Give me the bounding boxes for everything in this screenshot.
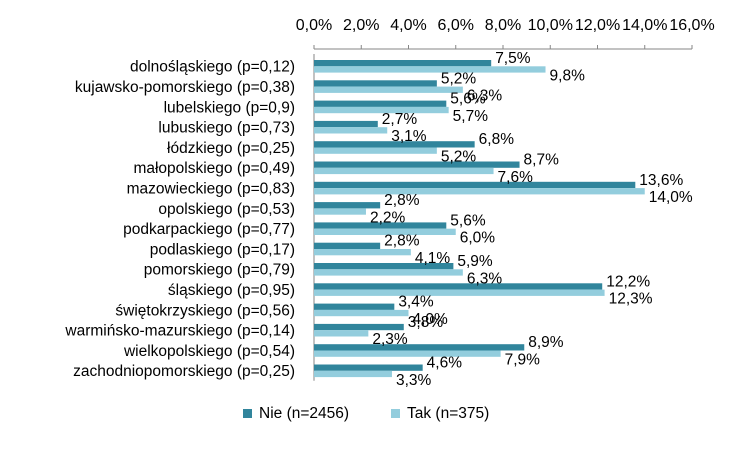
category-label: kujawsko-pomorskiego (p=0,38)	[75, 79, 295, 96]
bar	[314, 106, 449, 114]
category-label: łódzkiego (p=0,25)	[167, 140, 295, 157]
data-label: 2,3%	[372, 331, 408, 348]
bar	[314, 120, 378, 128]
bar	[314, 100, 447, 107]
x-axis: 0,0% 2,0% 4,0% 6,0% 8,0% 10,0% 12,0% 14,0% 16,0%	[296, 17, 715, 50]
x-tick-label: 14,0%	[622, 17, 667, 34]
bars	[314, 60, 645, 378]
data-label: 3,8%	[408, 314, 444, 331]
category-label: śląskiego (p=0,95)	[168, 282, 295, 299]
bar	[314, 263, 454, 270]
category-label: podlaskiego (p=0,17)	[150, 241, 295, 258]
data-label: 12,2%	[606, 273, 650, 290]
data-label: 6,3%	[467, 270, 503, 287]
bar	[314, 364, 423, 371]
legend-swatch	[243, 409, 252, 418]
data-label: 7,9%	[505, 352, 541, 369]
bar	[314, 66, 546, 73]
category-axis: dolnośląskiego (p=0,12) kujawsko-pomorski…	[64, 54, 315, 381]
data-label: 14,0%	[649, 189, 693, 206]
data-label: 6,8%	[479, 131, 515, 148]
category-label: lubelskiego (p=0,9)	[164, 99, 295, 116]
data-label: 9,8%	[550, 67, 586, 84]
data-label: 6,0%	[460, 230, 496, 247]
category-label: warmińsko-mazurskiego (p=0,14)	[64, 323, 295, 340]
legend-label: Nie (n=2456)	[259, 405, 349, 422]
data-label: 2,2%	[370, 209, 406, 226]
category-label: świętokrzyskiego (p=0,56)	[115, 302, 295, 319]
bar	[314, 289, 605, 296]
category-label: lubuskiego (p=0,73)	[158, 120, 295, 137]
bar	[314, 222, 447, 229]
data-label: 7,6%	[498, 169, 534, 186]
bar	[314, 80, 437, 87]
data-label: 5,6%	[450, 212, 486, 229]
bar	[314, 303, 395, 310]
data-label: 4,1%	[415, 250, 451, 267]
bar	[314, 202, 381, 209]
data-label: 2,8%	[384, 192, 420, 209]
x-tick-label: 16,0%	[669, 17, 714, 34]
data-label: 5,2%	[441, 149, 477, 166]
x-tick-label: 2,0%	[343, 17, 379, 34]
bar	[314, 242, 381, 249]
category-label: wielkopolskiego (p=0,54)	[123, 343, 295, 360]
data-label: 4,6%	[427, 355, 463, 372]
category-label: małopolskiego (p=0,49)	[133, 160, 295, 177]
data-label: 6,3%	[467, 88, 503, 105]
data-label: 3,4%	[398, 294, 434, 311]
legend-swatch	[391, 409, 400, 418]
category-label: podkarpackiego (p=0,77)	[123, 221, 295, 238]
data-label: 5,6%	[450, 91, 486, 108]
bar	[314, 323, 404, 331]
category-label: pomorskiego (p=0,79)	[144, 262, 295, 279]
bar	[314, 208, 366, 215]
legend: Nie (n=2456) Tak (n=375)	[243, 405, 489, 422]
bar	[314, 370, 392, 378]
bar	[314, 344, 525, 351]
bar	[314, 330, 369, 337]
bar	[314, 127, 388, 134]
data-label: 8,9%	[528, 334, 564, 351]
x-tick-label: 10,0%	[528, 17, 573, 34]
data-label: 3,1%	[391, 128, 427, 145]
x-tick-label: 0,0%	[296, 17, 332, 34]
bar	[314, 167, 494, 175]
legend-label: Tak (n=375)	[407, 405, 489, 422]
category-label: dolnośląskiego (p=0,12)	[130, 59, 295, 76]
data-label: 3,3%	[396, 372, 432, 389]
data-labels: 7,5% 5,2% 5,6% 2,7% 6,8% 8,7% 13,6% 2,8% 5,6% 2,8…	[370, 50, 693, 389]
bar	[314, 147, 437, 154]
bar	[314, 350, 501, 357]
bar	[314, 188, 645, 195]
data-label: 5,9%	[457, 253, 493, 270]
x-tick-label: 8,0%	[485, 17, 521, 34]
x-tick-label: 12,0%	[575, 17, 620, 34]
data-label: 7,5%	[495, 50, 531, 67]
category-label: mazowieckiego (p=0,83)	[127, 180, 295, 197]
bar	[314, 86, 463, 93]
data-label: 8,7%	[524, 152, 560, 169]
bar	[314, 161, 520, 168]
data-label: 12,3%	[609, 291, 653, 308]
bar	[314, 181, 636, 189]
category-label: zachodniopomorskiego (p=0,25)	[73, 363, 295, 380]
bar	[314, 283, 603, 290]
data-label: 2,8%	[384, 233, 420, 250]
category-label: opolskiego (p=0,53)	[158, 201, 295, 218]
x-tick-label: 6,0%	[438, 17, 474, 34]
bar	[314, 249, 411, 256]
data-label: 4,0%	[413, 311, 449, 328]
bar	[314, 269, 463, 276]
bar	[314, 141, 475, 148]
bar	[314, 228, 456, 235]
bar	[314, 60, 492, 67]
data-label: 5,2%	[441, 70, 477, 87]
data-label: 5,7%	[453, 108, 489, 125]
data-label: 2,7%	[382, 111, 418, 128]
x-tick-label: 4,0%	[390, 17, 426, 34]
data-label: 13,6%	[639, 172, 683, 189]
bar	[314, 309, 409, 317]
